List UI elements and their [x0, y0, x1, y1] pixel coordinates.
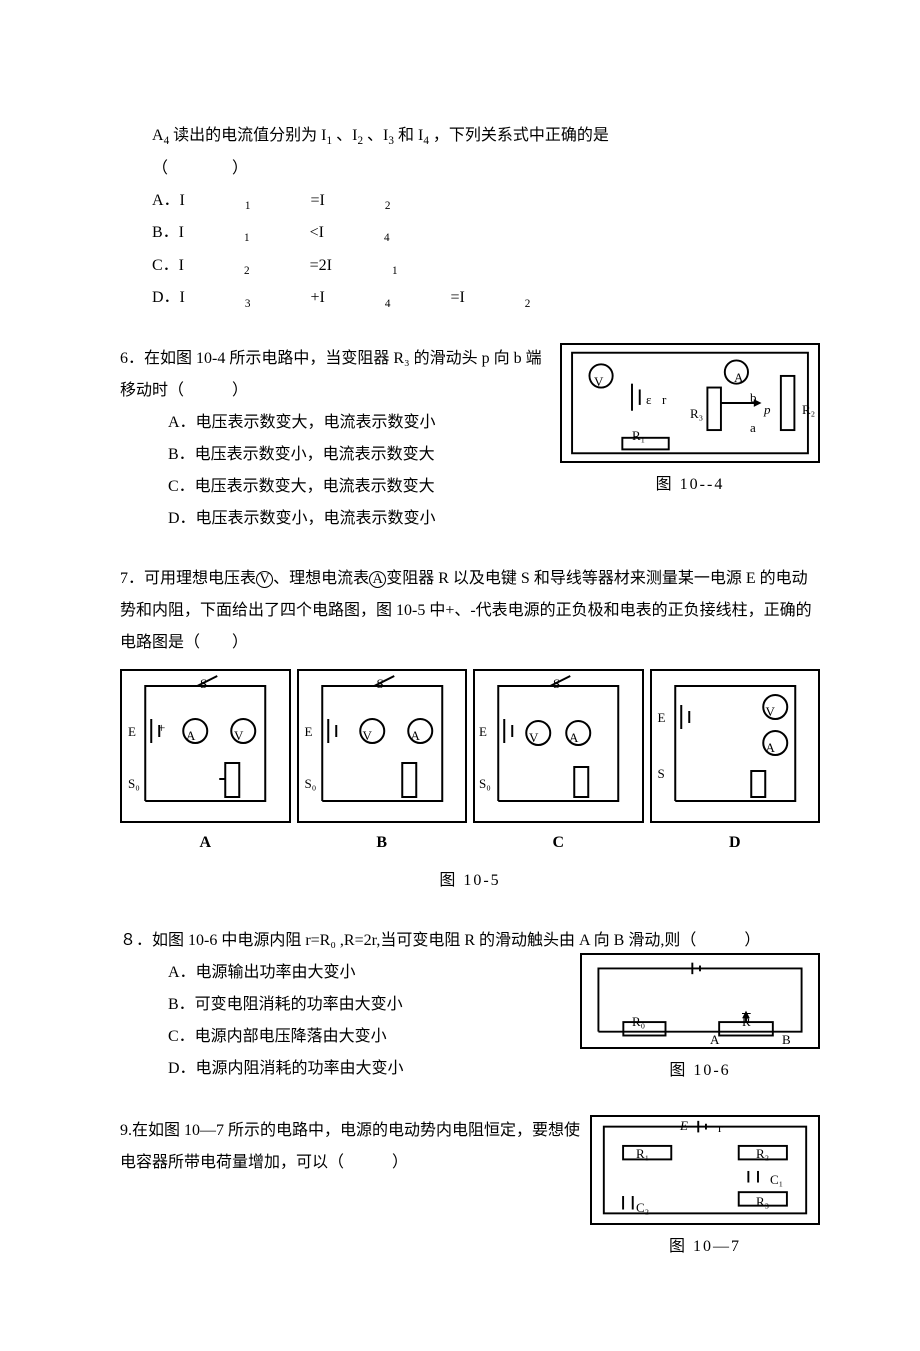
panel-d-svg — [652, 671, 819, 821]
figure-10-5-panel-b: S E S₀ V A B — [297, 669, 468, 859]
figure-10-4-caption: 图 10--4 — [560, 469, 820, 501]
figure-10-7: E r R₁ R₂ C₁ R₃ C₂ — [590, 1115, 820, 1225]
q5-paren: （ ） — [120, 153, 820, 185]
q6-optD: D．电压表示数变小，电流表示数变小 — [120, 503, 820, 535]
panel-b-label: B — [297, 827, 468, 859]
figure-10-7-caption: 图 10—7 — [590, 1231, 820, 1263]
figure-10-5-caption: 图 10-5 — [120, 865, 820, 897]
question-9: E r R₁ R₂ C₁ R₃ C₂ 图 10—7 9.在如图 10—7 所示的… — [120, 1115, 820, 1263]
q5-opts-row2: C．I2=2I1 D．I3+I4=I2 — [120, 250, 820, 315]
figure-10-4-wrap: V A ε r R₁ R₂ R₃ b p a 图 10--4 — [560, 343, 820, 501]
figure-10-5-panel-c: S E S₀ V A C — [473, 669, 644, 859]
q5-a4: A4 — [152, 127, 169, 144]
figure-10-5-panel-d: E S V A D — [650, 669, 821, 859]
q5-optD: D．I3+I4=I2 — [152, 282, 590, 315]
question-7: 7．可用理想电压表V、理想电流表A变阻器 R 以及电键 S 和导线等器材来测量某… — [120, 563, 820, 897]
q5-opts-row1: A．I1=I2 B．I1<I4 — [120, 185, 820, 250]
panel-d-label: D — [650, 827, 821, 859]
question-8: ８．如图 10-6 中电源内阻 r=R₀ ,R=2r,当可变电阻 R 的滑动触头… — [120, 925, 820, 1087]
voltmeter-icon: V — [256, 571, 273, 588]
question-6: V A ε r R₁ R₂ R₃ b p a 图 10--4 6．在如图 10-… — [120, 343, 820, 535]
q5-optA: A．I1=I2 — [152, 185, 450, 218]
figure-10-5-panel-a: S E S₀ A V + A — [120, 669, 291, 859]
q5-optB: B．I1<I4 — [152, 217, 450, 250]
q7-stem: 7．可用理想电压表V、理想电流表A变阻器 R 以及电键 S 和导线等器材来测量某… — [120, 563, 820, 659]
figure-10-7-svg — [592, 1117, 818, 1223]
figure-10-7-wrap: E r R₁ R₂ C₁ R₃ C₂ 图 10—7 — [590, 1115, 820, 1263]
q5-optC: C．I2=2I1 — [152, 250, 458, 283]
panel-a-label: A — [120, 827, 291, 859]
panel-c-label: C — [473, 827, 644, 859]
figure-10-6-wrap: R₀ R A B 图 10-6 — [580, 953, 820, 1087]
figure-10-6: R₀ R A B — [580, 953, 820, 1049]
ammeter-icon: A — [369, 571, 386, 588]
q5-line1: A4 读出的电流值分别为 I1 、I2 、I3 和 I4 ，下列关系式中正确的是 — [120, 120, 820, 153]
figure-10-4: V A ε r R₁ R₂ R₃ b p a — [560, 343, 820, 463]
question-5: A4 读出的电流值分别为 I1 、I2 、I3 和 I4 ，下列关系式中正确的是… — [120, 120, 820, 315]
figure-10-5: S E S₀ A V + A S E — [120, 669, 820, 859]
figure-10-6-caption: 图 10-6 — [580, 1055, 820, 1087]
